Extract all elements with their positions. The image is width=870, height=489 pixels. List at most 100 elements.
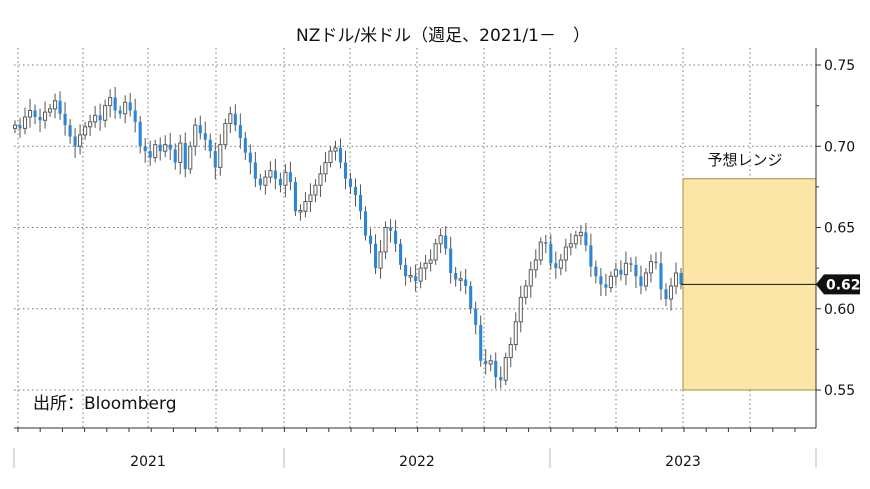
candle-body-down [208, 139, 212, 152]
candle-body-down [128, 102, 132, 111]
candle-body-up [643, 272, 648, 287]
candle-body-down [599, 276, 603, 285]
forecast-range-label: 予想レンジ [707, 151, 782, 169]
candle-body-up [538, 241, 543, 261]
chart-title: NZドル/米ドル（週足、2021/1－ ） [296, 26, 590, 46]
candle-body-down [554, 263, 558, 269]
candle-body-up [423, 262, 428, 269]
candle-body-down [338, 147, 343, 163]
candle-body-down [363, 211, 368, 236]
candle-body-down [73, 136, 77, 147]
candle-body-up [673, 272, 679, 287]
candle-body-down [158, 144, 162, 152]
candle-body-down [639, 276, 643, 286]
candle-body-down [138, 121, 142, 147]
y-axis: 0.75 0.70 0.65 0.60 0.55 0.62 [681, 48, 861, 428]
candle-body-up [27, 110, 33, 118]
x-year-label: 2023 [665, 454, 701, 470]
candle-body-up [458, 278, 463, 281]
y-tick-label: 0.65 [824, 221, 855, 237]
x-axis: 2021 2022 2023 [13, 427, 817, 470]
candle-body-down [399, 243, 403, 265]
candle-body-up [313, 184, 318, 196]
candle-body-up [53, 100, 58, 110]
candle-body-down [494, 360, 498, 377]
candle-body-down [589, 245, 593, 267]
candle-body-down [454, 273, 458, 280]
candle-body-up [223, 123, 228, 146]
y-tick-label: 0.55 [824, 383, 855, 399]
candle-body-down [469, 286, 473, 309]
candle-body-down [133, 110, 137, 122]
candle-body-down [664, 289, 668, 299]
candle-body-down [253, 162, 257, 179]
candle-body-up [163, 144, 168, 152]
candle-body-up [318, 173, 323, 186]
candle-body-up [648, 261, 654, 274]
candle-body-down [634, 264, 638, 277]
candle-body-up [218, 144, 223, 168]
candle-body-up [428, 259, 433, 264]
candle-body-down [619, 269, 623, 275]
candle-body-up [623, 262, 628, 276]
candle-body-down [544, 242, 548, 244]
candle-body-down [143, 146, 147, 152]
candle-body-down [594, 266, 598, 277]
candle-body-down [198, 125, 202, 134]
candle-body-down [173, 149, 177, 163]
candle-body-up [573, 235, 578, 245]
candle-body-up [328, 150, 333, 163]
candle-body-up [22, 116, 28, 129]
candle-body-down [343, 162, 348, 179]
candle-body-up [433, 243, 438, 261]
y-tick-label: 0.75 [824, 58, 855, 74]
candle-body-up [613, 269, 618, 277]
candle-body-down [258, 178, 262, 186]
candle-body-down [203, 133, 207, 140]
candle-body-down [18, 125, 22, 129]
x-year-label: 2022 [399, 454, 435, 470]
candle-body-down [549, 243, 553, 264]
candle-body-down [148, 151, 152, 158]
candle-body-down [98, 115, 102, 121]
candle-body-up [383, 227, 388, 253]
candle-body-up [508, 344, 513, 358]
candle-body-up [12, 124, 18, 129]
candle-body-down [373, 243, 378, 269]
y-tick-label: 0.70 [824, 139, 855, 155]
candle-body-up [668, 285, 674, 300]
candle-body-up [283, 171, 288, 186]
candle-body-up [513, 321, 518, 345]
candle-body-up [308, 194, 313, 202]
x-year-label: 2021 [130, 454, 166, 470]
candle-body-down [293, 182, 297, 212]
candle-body-down [629, 263, 633, 265]
candle-body-down [484, 360, 488, 364]
candle-body-down [168, 144, 172, 150]
candle-body-down [584, 232, 588, 246]
candle-body-down [213, 151, 217, 168]
source-note: 出所：Bloomberg [33, 394, 176, 414]
candle-body-up [578, 231, 583, 237]
candle-body-down [33, 110, 37, 117]
candle-body-down [68, 125, 72, 137]
candle-body-down [679, 273, 683, 285]
candle-body-up [193, 124, 198, 147]
candle-body-up [518, 296, 523, 323]
candle-body-up [303, 201, 308, 212]
candle-body-down [358, 195, 363, 212]
candle-body-down [394, 230, 398, 244]
candle-body-down [348, 178, 353, 187]
candle-body-up [563, 246, 568, 261]
candle-body-up [523, 285, 528, 298]
last-value-badge [816, 274, 860, 295]
candle-body-up [608, 275, 613, 289]
candle-body-down [243, 138, 247, 153]
candle-body-down [659, 263, 663, 290]
candle-body-down [414, 276, 418, 282]
candle-body-down [118, 110, 122, 114]
candle-body-down [233, 113, 237, 126]
candle-body-down [499, 377, 503, 381]
candle-body-up [93, 114, 98, 123]
